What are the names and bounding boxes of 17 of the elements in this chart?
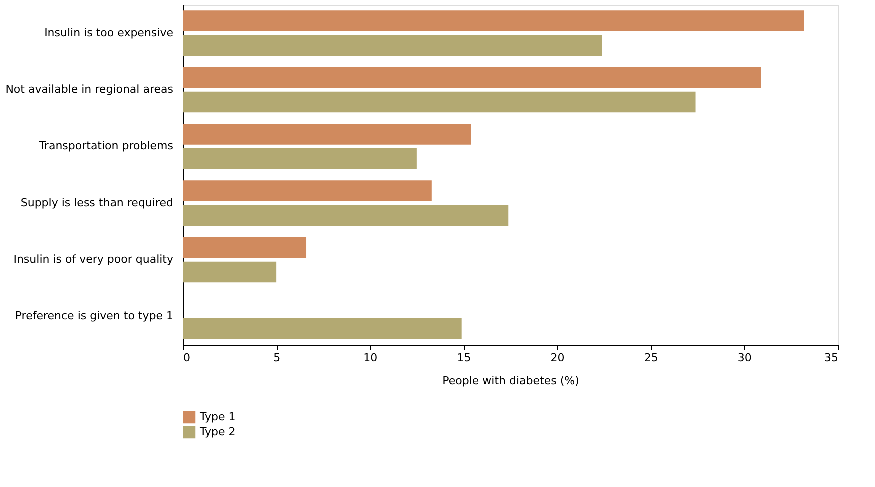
x-tick-label: 20 (550, 352, 565, 364)
x-tick-label: 5 (274, 352, 281, 364)
x-tick-label: 10 (364, 352, 378, 364)
x-axis-title: People with diabetes (%) (442, 374, 580, 388)
y-tick-label: Transportation problems (38, 140, 174, 153)
x-tick-label: 35 (824, 352, 838, 364)
y-tick-label: Not available in regional areas (6, 83, 174, 96)
x-tick-label: 30 (738, 352, 752, 364)
legend-label: Type 2 (199, 426, 236, 438)
legend-label: Type 1 (199, 410, 236, 424)
y-tick-label: Preference is given to type 1 (15, 310, 174, 323)
x-tick-label: 15 (457, 352, 472, 364)
x-tick-label: 25 (644, 352, 658, 364)
y-tick-label: Insulin is too expensive (44, 26, 174, 40)
x-tick-label: 0 (184, 352, 190, 364)
y-tick-label: Insulin is of very poor quality (14, 253, 174, 266)
y-tick-label: Supply is less than required (20, 196, 174, 210)
